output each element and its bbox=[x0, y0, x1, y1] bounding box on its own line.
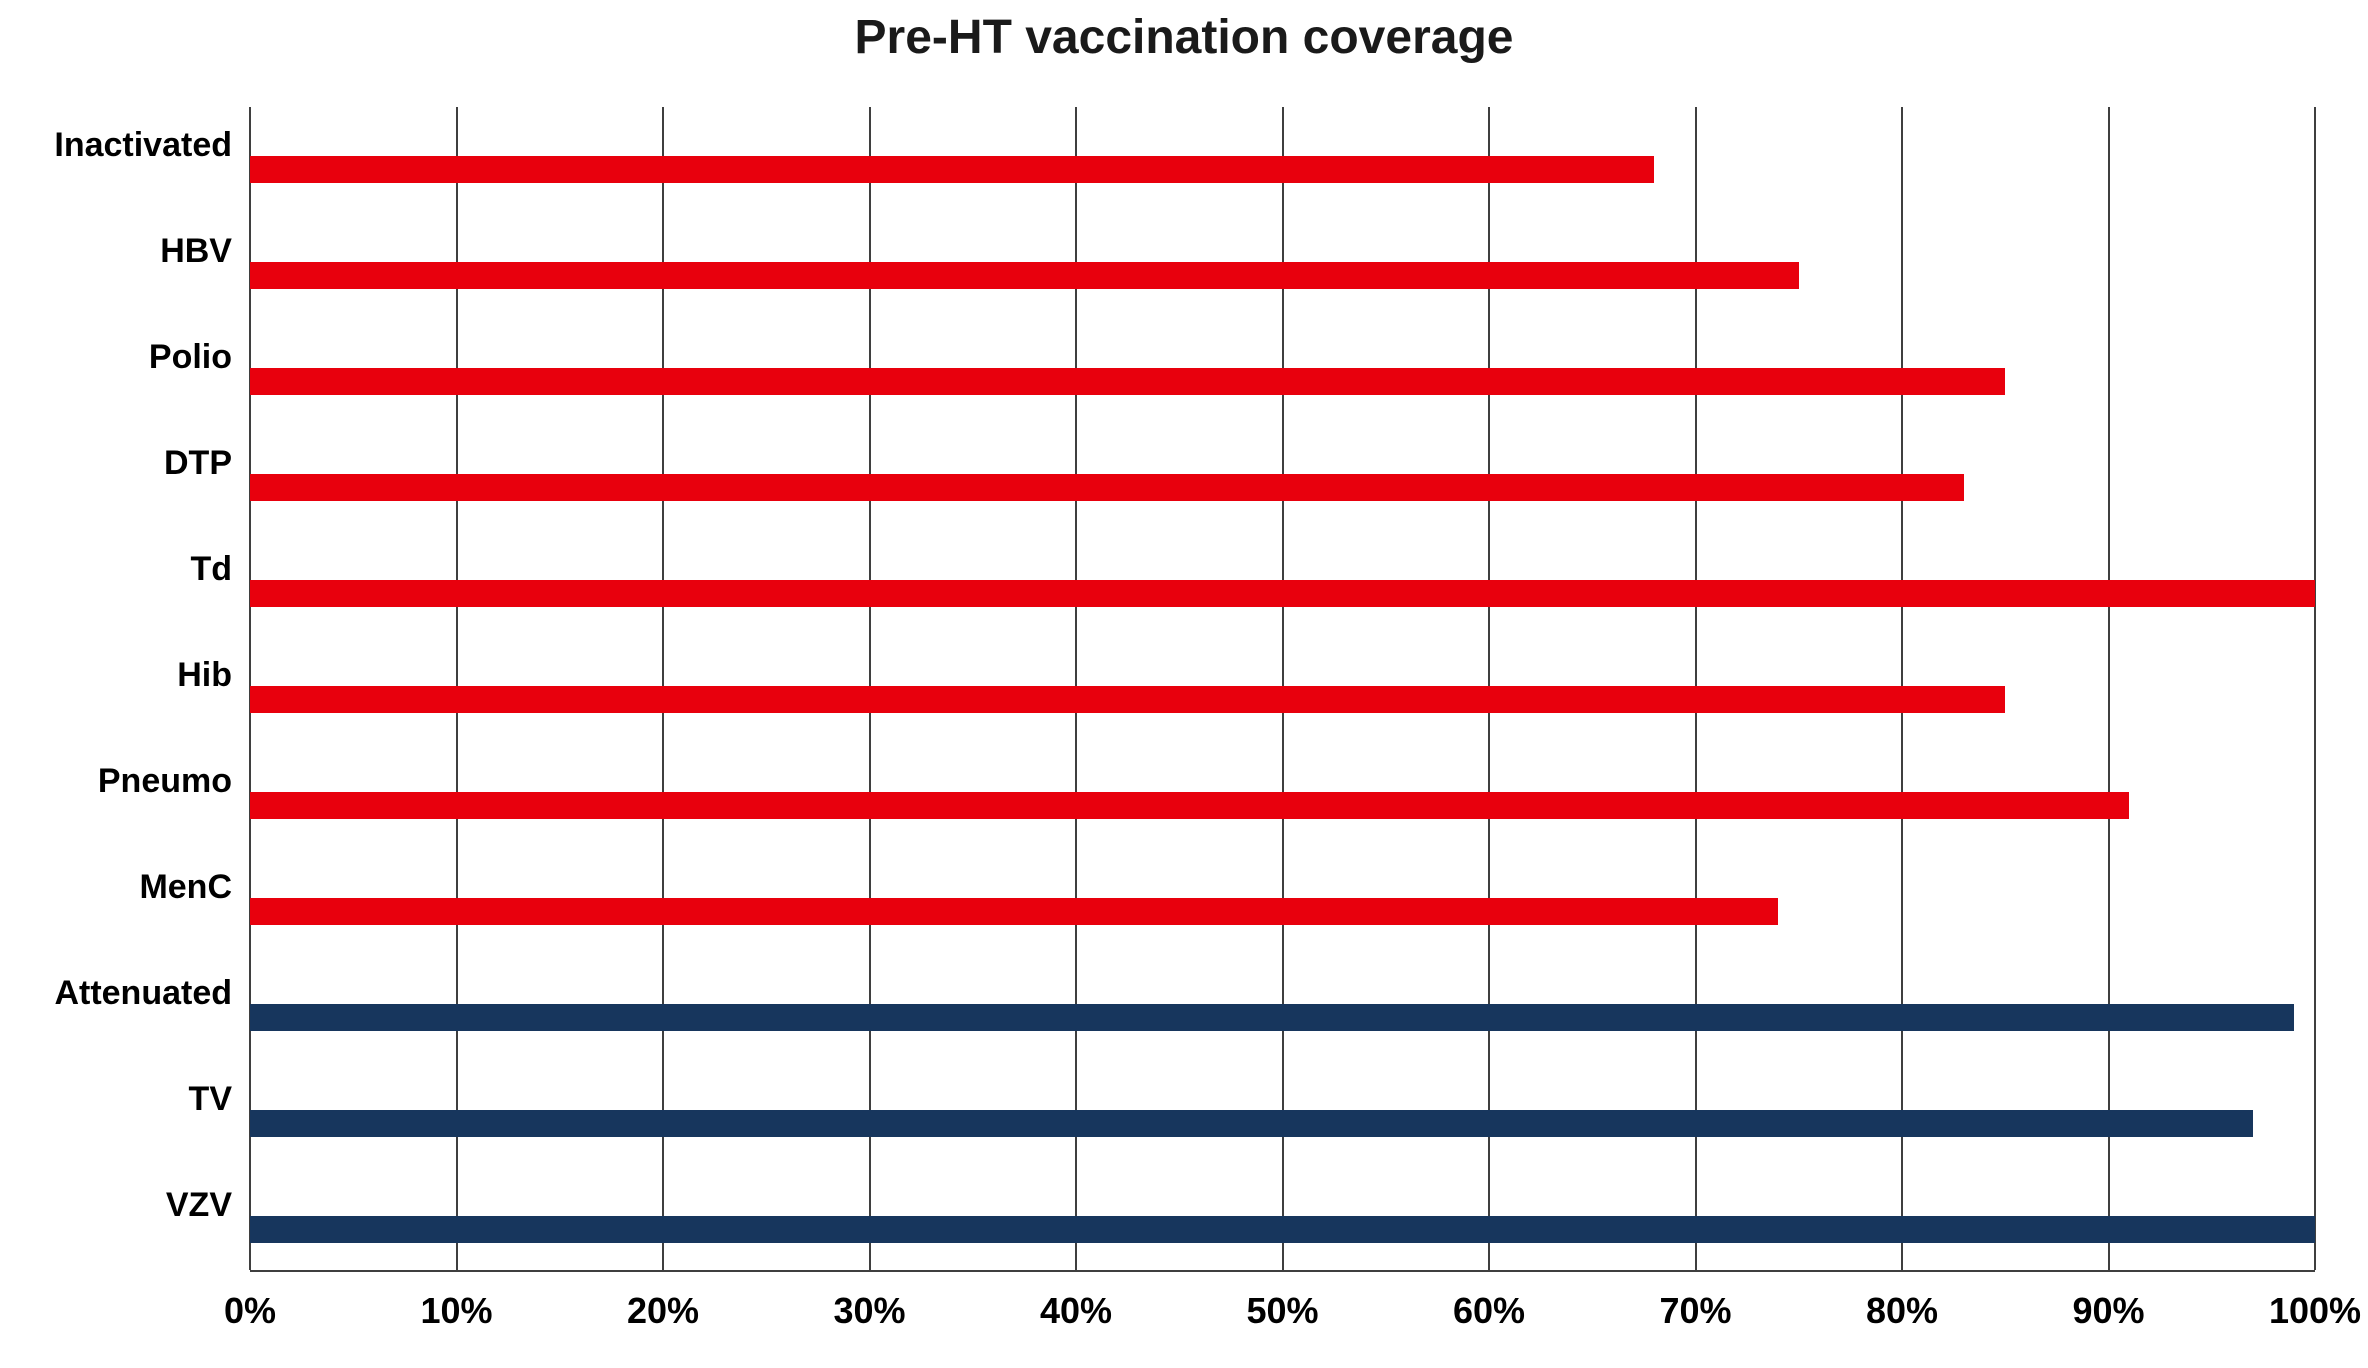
category-label: Inactivated bbox=[54, 126, 232, 165]
x-tick-label: 50% bbox=[1246, 1290, 1319, 1331]
bar-polio bbox=[250, 368, 2006, 396]
bar-track bbox=[250, 742, 2315, 848]
x-tick-label: 100% bbox=[2268, 1290, 2362, 1331]
chart-row: Pneumo bbox=[0, 742, 2315, 848]
bar-td bbox=[250, 580, 2315, 608]
chart-row: VZV bbox=[0, 1166, 2315, 1272]
category-label: Attenuated bbox=[54, 973, 232, 1012]
x-tick-label: 90% bbox=[2072, 1290, 2145, 1331]
chart-row: Inactivated bbox=[0, 107, 2315, 213]
chart-row: Td bbox=[0, 531, 2315, 637]
bar-track bbox=[250, 425, 2315, 531]
category-label: Td bbox=[190, 550, 232, 589]
category-label: TV bbox=[188, 1079, 232, 1118]
category-label: Hib bbox=[177, 655, 232, 694]
x-tick-label: 0% bbox=[223, 1290, 277, 1331]
chart-row: Hib bbox=[0, 637, 2315, 743]
bar-track bbox=[250, 1166, 2315, 1272]
x-tick-label: 30% bbox=[833, 1290, 906, 1331]
x-tick-label: 20% bbox=[626, 1290, 700, 1331]
category-label: VZV bbox=[165, 1185, 232, 1224]
plot-area: Inactivated HBV Polio DTP Td Hib Pneumo MenC Att… bbox=[0, 107, 2316, 1272]
bar-track bbox=[250, 213, 2315, 319]
bar-hbv bbox=[250, 262, 1799, 290]
category-label: Pneumo bbox=[97, 761, 232, 800]
gridline bbox=[2107, 107, 2110, 1270]
chart-row: Attenuated bbox=[0, 954, 2315, 1060]
gridline bbox=[2314, 107, 2316, 1270]
bar-track bbox=[250, 1060, 2315, 1166]
chart-row: MenC bbox=[0, 848, 2315, 954]
category-label: MenC bbox=[139, 867, 232, 906]
x-tick-label: 40% bbox=[1039, 1290, 1113, 1331]
chart-row: DTP bbox=[0, 425, 2315, 531]
bar-menc bbox=[250, 897, 1779, 925]
chart-row: HBV bbox=[0, 213, 2315, 319]
x-tick-label: 10% bbox=[420, 1290, 493, 1331]
chart-row: TV bbox=[0, 1060, 2315, 1166]
bar-track bbox=[250, 954, 2315, 1060]
x-tick-label: 60% bbox=[1452, 1290, 1526, 1331]
rows: Inactivated HBV Polio DTP Td Hib Pneumo MenC Att… bbox=[0, 107, 2315, 1272]
bar-track bbox=[250, 848, 2315, 954]
x-tick-label: 70% bbox=[1659, 1290, 1732, 1331]
category-label: Polio bbox=[148, 338, 232, 377]
bar-track bbox=[250, 319, 2315, 425]
chart-title: Pre-HT vaccination coverage bbox=[854, 11, 1514, 64]
bar-dtp bbox=[250, 474, 1964, 502]
x-tick-label: 80% bbox=[1865, 1290, 1939, 1331]
bar-inactivated bbox=[250, 156, 1655, 184]
bar-tv bbox=[250, 1109, 2254, 1137]
x-axis: 0% 10% 20% 30% 40% 50% 60% 70% 80% 90% 100% bbox=[224, 1272, 2361, 1342]
bar-hib bbox=[250, 685, 2006, 713]
bar-track bbox=[250, 531, 2315, 637]
bar-track bbox=[250, 107, 2315, 213]
bar-pneumo bbox=[250, 791, 2130, 819]
category-label: DTP bbox=[164, 444, 232, 483]
chart-row: Polio bbox=[0, 319, 2315, 425]
category-label: HBV bbox=[160, 232, 232, 271]
bar-attenuated bbox=[250, 1003, 2295, 1031]
bar-track bbox=[250, 637, 2315, 743]
bar-vzv bbox=[250, 1215, 2315, 1243]
